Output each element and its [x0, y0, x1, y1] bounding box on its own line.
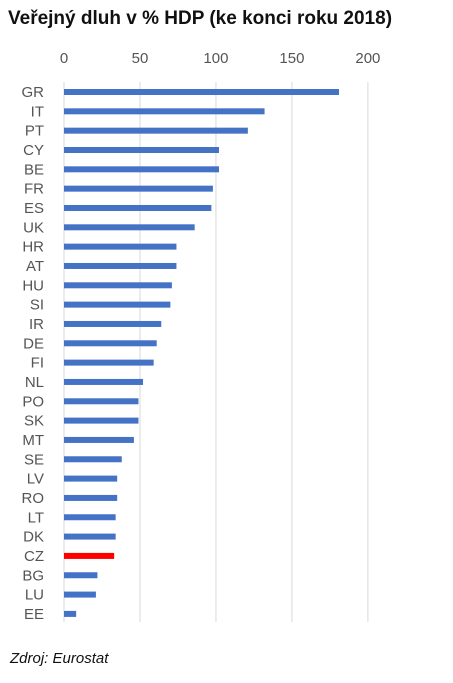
category-label-nl: NL: [25, 374, 44, 391]
category-label-lt: LT: [28, 509, 44, 526]
bar-mt: [64, 436, 134, 443]
bar-ro: [64, 494, 118, 501]
category-labels: GR IT PT CY BE FR ES UK HR AT HU SI IR DE FI NL PO SK MT SE…: [22, 84, 45, 623]
bar-po: [64, 398, 139, 405]
bar-lv: [64, 475, 118, 482]
bar-bg: [64, 572, 98, 579]
category-label-si: SI: [30, 297, 44, 314]
category-label-fi: FI: [31, 355, 44, 372]
bar-de: [64, 340, 157, 347]
category-label-cy: CY: [23, 142, 44, 159]
category-label-lu: LU: [25, 587, 44, 604]
bars: [64, 89, 340, 617]
bar-uk: [64, 224, 195, 231]
bar-dk: [64, 533, 116, 540]
bar-es: [64, 204, 212, 211]
bar-cy: [64, 146, 219, 153]
source-note: Zdroj: Eurostat: [10, 650, 109, 667]
bar-sk: [64, 417, 139, 424]
x-tick-label: 150: [279, 50, 304, 67]
category-label-dk: DK: [23, 529, 44, 546]
category-label-po: PO: [22, 393, 44, 410]
bar-lt: [64, 514, 116, 521]
category-label-be: BE: [24, 161, 44, 178]
category-label-ee: EE: [24, 606, 44, 623]
x-axis-ticks: 0 50 100 150 200: [60, 50, 381, 67]
bar-gr: [64, 89, 340, 95]
category-label-hr: HR: [22, 239, 44, 256]
bar-at: [64, 262, 177, 269]
category-label-de: DE: [23, 335, 44, 352]
category-label-sk: SK: [24, 413, 44, 430]
bar-be: [64, 166, 219, 173]
bar-hr: [64, 243, 177, 250]
bar-it: [64, 108, 265, 115]
x-tick-label: 50: [132, 50, 149, 67]
category-label-ir: IR: [29, 316, 44, 333]
bar-fr: [64, 185, 213, 192]
category-label-hu: HU: [22, 277, 44, 294]
bar-si: [64, 301, 171, 308]
bar-nl: [64, 378, 144, 385]
x-tick-label: 100: [203, 50, 228, 67]
bar-ir: [64, 320, 162, 327]
category-label-es: ES: [24, 200, 44, 217]
category-label-gr: GR: [22, 84, 45, 101]
category-label-pt: PT: [25, 123, 44, 140]
chart-title: Veřejný dluh v % HDP (ke konci roku 2018…: [8, 8, 393, 29]
bar-lu: [64, 591, 96, 598]
category-label-se: SE: [24, 451, 44, 468]
grid-lines: [63, 82, 369, 622]
category-label-cz: CZ: [24, 548, 44, 565]
category-label-mt: MT: [22, 432, 44, 449]
category-label-uk: UK: [23, 219, 44, 236]
category-label-lv: LV: [27, 471, 44, 488]
category-label-it: IT: [31, 103, 44, 120]
x-tick-label: 200: [355, 50, 380, 67]
bar-hu: [64, 282, 172, 289]
bar-ee: [64, 610, 77, 617]
category-label-at: AT: [26, 258, 44, 275]
bar-pt: [64, 127, 248, 134]
bar-fi: [64, 359, 154, 366]
category-label-ro: RO: [22, 490, 45, 507]
x-tick-label: 0: [60, 50, 68, 67]
category-label-bg: BG: [22, 567, 44, 584]
bar-cz: [64, 552, 115, 559]
bar-se: [64, 456, 122, 463]
category-label-fr: FR: [24, 181, 44, 198]
